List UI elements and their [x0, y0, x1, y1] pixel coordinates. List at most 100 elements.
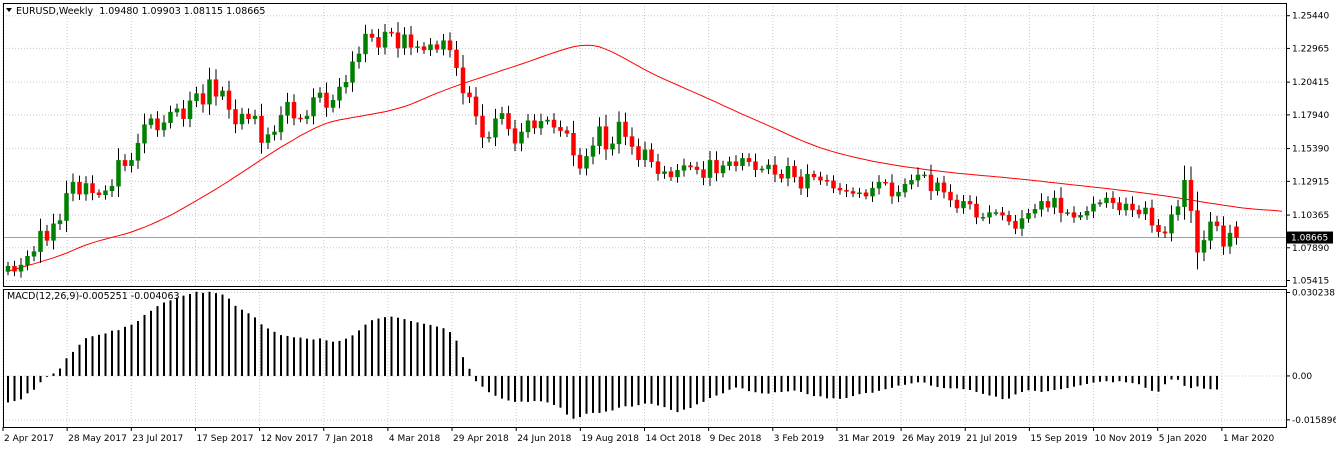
candle-body — [1234, 226, 1239, 238]
candle-body — [350, 61, 355, 83]
candle-61 — [402, 27, 407, 55]
candle-body — [772, 164, 778, 175]
candle-body — [909, 179, 914, 185]
candle-body — [161, 122, 167, 131]
candle-46 — [304, 110, 310, 125]
candle-body — [694, 166, 700, 170]
dropdown-triangle-icon[interactable] — [6, 8, 12, 12]
candle-131 — [857, 187, 862, 198]
candle-163 — [1065, 209, 1070, 216]
candle-64 — [421, 42, 427, 55]
candle-body — [824, 179, 830, 182]
candle-164 — [1071, 206, 1077, 223]
candle-165 — [1078, 212, 1083, 221]
candle-41 — [272, 125, 277, 141]
candle-17 — [116, 148, 121, 198]
candle-body — [200, 93, 206, 105]
candle-body — [246, 113, 251, 119]
current-price-tag-label: 1.08665 — [1291, 234, 1328, 244]
candle-127 — [831, 175, 836, 194]
candle-body — [363, 33, 368, 55]
candle-89 — [584, 148, 589, 176]
candle-body — [324, 92, 329, 108]
candle-body — [51, 223, 56, 241]
candle-body — [434, 44, 440, 50]
candle-body — [961, 201, 966, 209]
candle-183 — [1195, 191, 1200, 270]
candle-179 — [1169, 205, 1174, 242]
candle-88 — [577, 148, 583, 175]
candle-body — [486, 136, 492, 139]
candle-148 — [967, 195, 973, 210]
candle-174 — [1136, 205, 1142, 219]
time-tick-label-18: 5 Jan 2020 — [1159, 434, 1207, 444]
candle-body — [564, 130, 570, 134]
candle-body — [454, 49, 459, 69]
candle-45 — [298, 114, 303, 123]
chart-title[interactable]: EURUSD,Weekly 1.09480 1.09903 1.08115 1.… — [6, 6, 265, 17]
candle-body — [844, 189, 849, 192]
candle-44 — [291, 94, 297, 126]
candle-43 — [285, 92, 290, 124]
candle-181 — [1182, 165, 1187, 220]
candle-128 — [837, 183, 843, 195]
candle-body — [5, 265, 11, 272]
candle-body — [194, 93, 199, 102]
candle-62 — [408, 25, 414, 56]
candle-184 — [1201, 230, 1207, 262]
symbol-title: EURUSD,Weekly — [16, 6, 94, 17]
candle-body — [987, 212, 992, 218]
candle-104 — [681, 158, 687, 177]
candle-body — [1195, 210, 1200, 253]
candle-186 — [1214, 215, 1220, 232]
candle-body — [96, 192, 102, 196]
time-tick-label-9: 19 Aug 2018 — [581, 434, 639, 444]
candle-27 — [181, 99, 186, 127]
candle-body — [1052, 197, 1057, 208]
candle-101 — [662, 165, 667, 179]
candle-18 — [122, 154, 128, 172]
price-tick-label-4: 1.15390 — [1292, 145, 1329, 155]
candle-body — [304, 115, 310, 119]
candle-151 — [987, 205, 992, 224]
candle-111 — [727, 156, 732, 171]
candle-body — [467, 92, 472, 98]
candle-113 — [740, 153, 745, 171]
candle-body — [876, 181, 882, 189]
candle-10 — [70, 173, 76, 202]
candle-body — [1156, 224, 1161, 233]
candle-body — [779, 174, 784, 179]
candle-body — [402, 34, 407, 49]
candle-188 — [1227, 224, 1233, 254]
candle-body — [1227, 232, 1233, 247]
candle-125 — [818, 171, 823, 185]
macd-tick-label-2: -0.015896 — [1292, 416, 1336, 426]
candle-56 — [369, 29, 375, 42]
candle-body — [1026, 213, 1031, 219]
candle-35 — [233, 99, 238, 134]
candle-body — [649, 149, 654, 162]
candle-body — [460, 67, 466, 94]
candle-175 — [1143, 201, 1148, 221]
candle-154 — [1006, 210, 1012, 226]
candle-body — [1117, 202, 1122, 211]
candle-body — [285, 101, 290, 116]
candle-body — [64, 193, 69, 221]
moving-average-line — [7, 44, 1283, 272]
candle-146 — [954, 194, 960, 213]
candle-body — [623, 121, 628, 137]
candle-68 — [447, 32, 453, 58]
candle-body — [688, 165, 693, 168]
candle-body — [616, 121, 622, 145]
moving-average-overlay — [7, 44, 1283, 272]
candle-body — [720, 165, 726, 174]
candle-108 — [707, 150, 713, 187]
candle-156 — [1019, 210, 1025, 237]
candle-50 — [330, 94, 336, 113]
candle-body — [252, 115, 258, 119]
candle-133 — [870, 181, 875, 202]
candle-body — [109, 185, 115, 192]
candle-91 — [597, 117, 602, 155]
candle-16 — [109, 179, 115, 198]
